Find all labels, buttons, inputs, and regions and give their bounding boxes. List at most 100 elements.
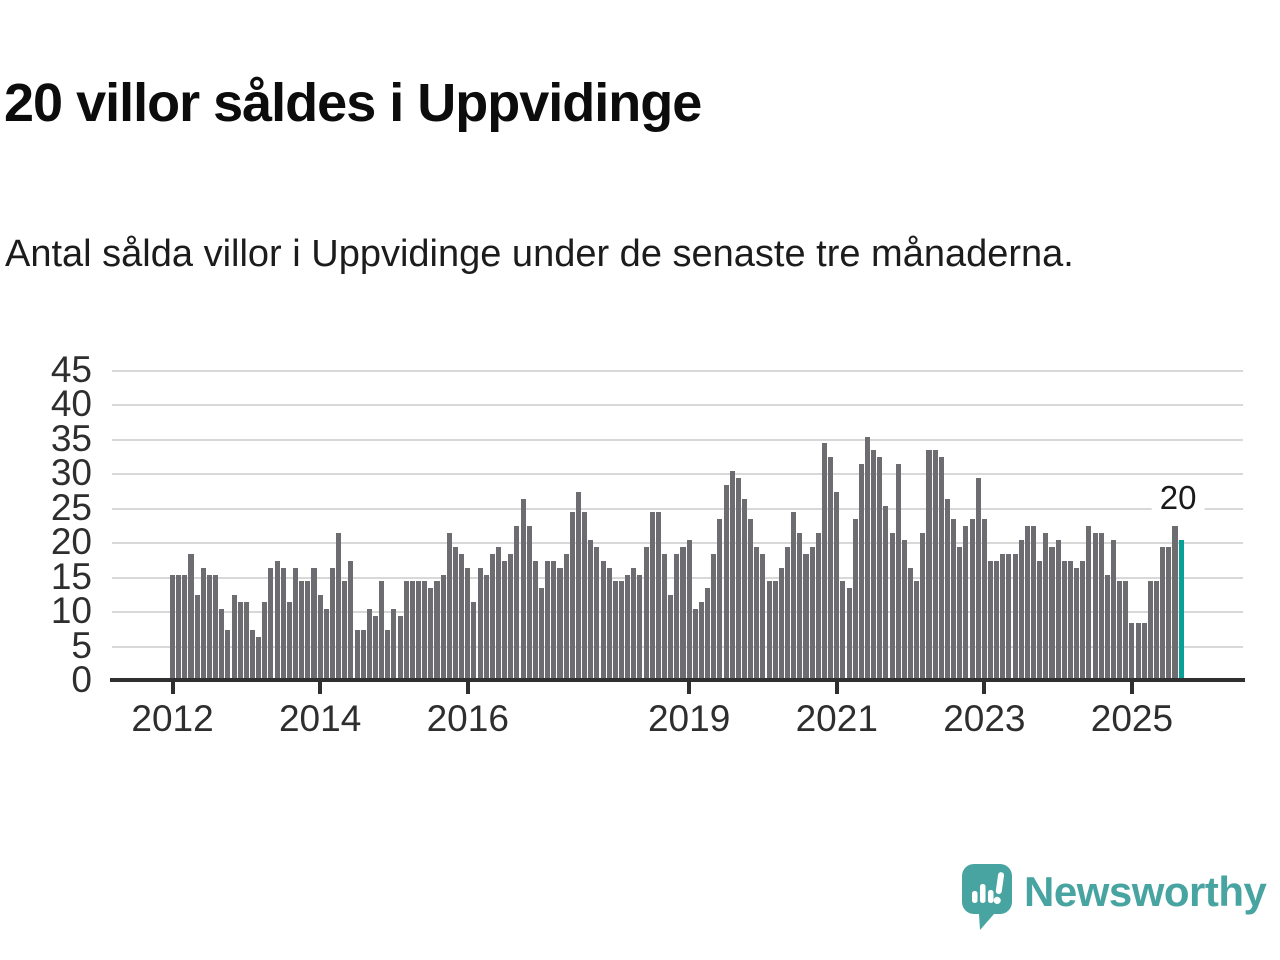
bar [1172, 526, 1178, 678]
bar [914, 581, 920, 678]
bar [692, 609, 698, 678]
bar [760, 553, 766, 678]
bar [465, 567, 471, 678]
bar [668, 595, 674, 678]
bar [840, 581, 846, 678]
bar [249, 629, 256, 678]
bar [674, 553, 680, 678]
gridline-40 [112, 404, 1243, 406]
bar [268, 567, 274, 678]
bar [409, 581, 415, 678]
bar [1129, 622, 1135, 678]
x-axis-label-2023: 2023 [943, 698, 1026, 739]
bar [422, 581, 428, 678]
gridline-35 [112, 438, 1243, 441]
bar [951, 519, 957, 678]
bar [889, 533, 895, 678]
bar [1098, 533, 1104, 678]
bar [662, 553, 668, 678]
bar [1086, 526, 1092, 678]
gridline-45 [112, 369, 1243, 372]
bar [188, 553, 194, 678]
bar [582, 512, 588, 678]
x-axis-ticks: 2012 2014 2016 2019 2021 2023 2025 [112, 680, 1243, 750]
bar [508, 553, 514, 678]
bar [864, 436, 871, 678]
bar [1074, 567, 1080, 678]
bar [495, 546, 502, 678]
bar [483, 574, 489, 678]
y-axis-label-0: 0 [71, 659, 92, 700]
bar [459, 553, 465, 678]
bar [908, 567, 914, 678]
bar [299, 581, 305, 678]
bar [600, 560, 606, 678]
bar [557, 567, 563, 678]
y-axis-label-20: 20 [50, 521, 92, 562]
bar [348, 560, 354, 678]
bar [748, 519, 754, 678]
bar [606, 567, 612, 678]
bar [286, 602, 292, 678]
bar [969, 519, 975, 678]
x-tick-mark-2021 [834, 682, 839, 694]
bar [963, 526, 969, 678]
bar [219, 609, 225, 678]
bar [1012, 553, 1018, 678]
bar [329, 567, 335, 678]
bar [1067, 560, 1073, 678]
bar [680, 546, 686, 678]
bar [717, 519, 723, 678]
bar [1000, 553, 1006, 678]
bar [1024, 526, 1030, 678]
bar [778, 567, 784, 678]
bar [336, 533, 342, 678]
bar [1117, 581, 1123, 678]
bar [1018, 540, 1024, 678]
x-tick-mark-2025 [1129, 682, 1134, 694]
bar [631, 567, 637, 678]
bar [809, 546, 815, 678]
bar [489, 553, 495, 678]
bar [372, 615, 379, 678]
bar [416, 581, 422, 678]
x-axis-label-2012: 2012 [131, 698, 214, 739]
bar [1061, 560, 1067, 678]
bar [379, 581, 385, 678]
highlight-value-label: 20 [1151, 479, 1205, 517]
bar-chart-plot-area: 20 [110, 369, 1245, 682]
bar [360, 629, 366, 678]
bar [342, 581, 348, 678]
bar [170, 574, 176, 678]
bar [797, 533, 803, 678]
bar [754, 546, 760, 678]
bar [354, 629, 360, 678]
bar [846, 588, 852, 678]
bar [1110, 540, 1117, 678]
bar [1104, 574, 1110, 678]
bar [686, 540, 692, 678]
brand-footer: Newsworthy [962, 862, 1272, 932]
bar [901, 540, 907, 678]
bar [1055, 540, 1061, 678]
bar [1147, 581, 1153, 678]
bar [711, 553, 717, 678]
bar [502, 560, 508, 678]
x-axis-label-2014: 2014 [278, 698, 362, 739]
bar [938, 457, 944, 678]
bar [981, 519, 987, 678]
bar [1080, 560, 1086, 678]
bar [643, 546, 649, 678]
bar [391, 609, 397, 678]
x-tick-mark-2016 [465, 682, 470, 694]
bar [1160, 546, 1166, 678]
bar [895, 464, 901, 678]
bar [231, 595, 237, 678]
bar [828, 457, 834, 678]
x-tick-mark-2012 [170, 682, 175, 694]
bar [729, 471, 735, 678]
bar [213, 574, 219, 678]
bar [182, 574, 188, 678]
bar [1123, 581, 1129, 678]
bar [539, 588, 545, 678]
